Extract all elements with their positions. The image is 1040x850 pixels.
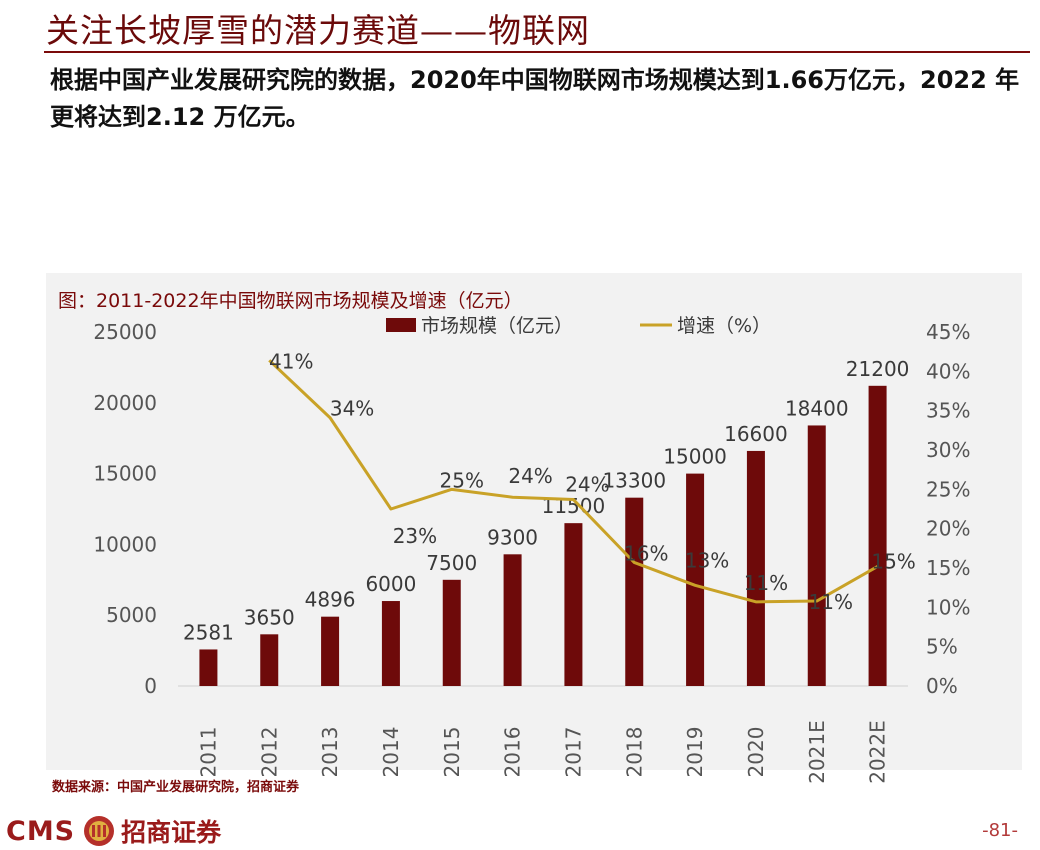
bar [199, 649, 218, 686]
logo-latin: CMS [6, 815, 76, 847]
y-right-tick-label: 0% [926, 674, 958, 698]
bar [564, 523, 583, 686]
legend-bar-swatch [386, 318, 416, 332]
bar-value-label: 7500 [426, 551, 477, 575]
bar-value-label: 21200 [846, 357, 910, 381]
bar [260, 634, 279, 686]
logo-emblem-icon [84, 816, 115, 846]
growth-value-label: 11% [809, 590, 853, 614]
growth-value-label: 11% [744, 571, 788, 595]
bar-value-label: 6000 [365, 572, 416, 596]
y-right-tick-label: 40% [926, 359, 970, 383]
y-left-tick-label: 25000 [93, 320, 157, 344]
growth-line [268, 359, 879, 604]
x-tick-label: 2012 [257, 727, 281, 778]
growth-value-label: 23% [393, 524, 437, 548]
logo-chinese: 招商证券 [121, 818, 222, 847]
growth-value-label: 41% [269, 349, 313, 373]
y-right-tick-label: 30% [926, 438, 970, 462]
page-title: 关注长坡厚雪的潜力赛道——物联网 [46, 11, 590, 50]
bar-value-label: 9300 [487, 525, 538, 549]
bar [503, 554, 522, 686]
brand-logo: CMS 招商证券 [6, 812, 221, 850]
x-tick-label: 2018 [622, 727, 646, 778]
bar [625, 497, 644, 686]
chart-panel [46, 273, 1022, 770]
x-tick-label: 2017 [561, 727, 585, 778]
y-left-tick-label: 20000 [93, 391, 157, 415]
title-divider [44, 51, 1030, 53]
x-tick-label: 2013 [318, 727, 342, 778]
page-number: -81- [982, 820, 1018, 841]
growth-value-label: 24% [508, 464, 552, 488]
bar [807, 425, 826, 686]
x-tick-label: 2014 [379, 727, 403, 778]
x-tick-label: 2015 [440, 727, 464, 778]
x-tick-label: 2016 [501, 727, 525, 778]
bar [686, 473, 705, 686]
x-tick-label: 2022E [866, 720, 890, 784]
x-tick-label: 2021E [805, 720, 829, 784]
x-tick-label: 2020 [744, 727, 768, 778]
growth-value-label: 25% [440, 468, 484, 492]
y-left-tick-label: 15000 [93, 462, 157, 486]
growth-value-label: 24% [565, 473, 609, 497]
legend-bar-label: 市场规模（亿元） [421, 315, 573, 337]
y-right-tick-label: 15% [926, 556, 970, 580]
bar [868, 385, 887, 686]
bar-value-label: 3650 [244, 605, 295, 629]
chart-title: 图：2011-2022年中国物联网市场规模及增速（亿元） [58, 290, 523, 312]
lead-paragraph: 根据中国产业发展研究院的数据，2020年中国物联网市场规模达到1.66万亿元，2… [50, 66, 1020, 131]
bar-value-label: 16600 [724, 422, 788, 446]
bar [381, 601, 400, 686]
bar-value-label: 13300 [602, 469, 666, 493]
growth-value-label: 15% [871, 549, 915, 573]
y-right-tick-label: 20% [926, 517, 970, 541]
x-tick-label: 2019 [683, 727, 707, 778]
bar [321, 616, 340, 686]
y-right-tick-label: 45% [926, 320, 970, 344]
y-right-tick-label: 5% [926, 635, 958, 659]
legend-line-label: 增速（%） [677, 315, 771, 337]
y-left-tick-label: 10000 [93, 532, 157, 556]
bar-value-label: 18400 [785, 396, 849, 420]
bar [442, 579, 461, 686]
data-source: 数据来源：中国产业发展研究院，招商证券 [52, 780, 300, 795]
growth-value-label: 16% [624, 541, 668, 565]
bar-value-label: 15000 [663, 445, 727, 469]
y-left-tick-label: 5000 [106, 603, 157, 627]
y-left-tick-label: 0 [144, 674, 157, 698]
y-right-tick-label: 10% [926, 595, 970, 619]
bar-value-label: 4896 [305, 588, 356, 612]
growth-value-label: 13% [685, 548, 729, 572]
x-tick-label: 2011 [196, 727, 220, 778]
bar [746, 450, 765, 686]
y-right-tick-label: 35% [926, 399, 970, 423]
growth-value-label: 34% [330, 397, 374, 421]
bar-value-label: 2581 [183, 620, 234, 644]
y-right-tick-label: 25% [926, 477, 970, 501]
